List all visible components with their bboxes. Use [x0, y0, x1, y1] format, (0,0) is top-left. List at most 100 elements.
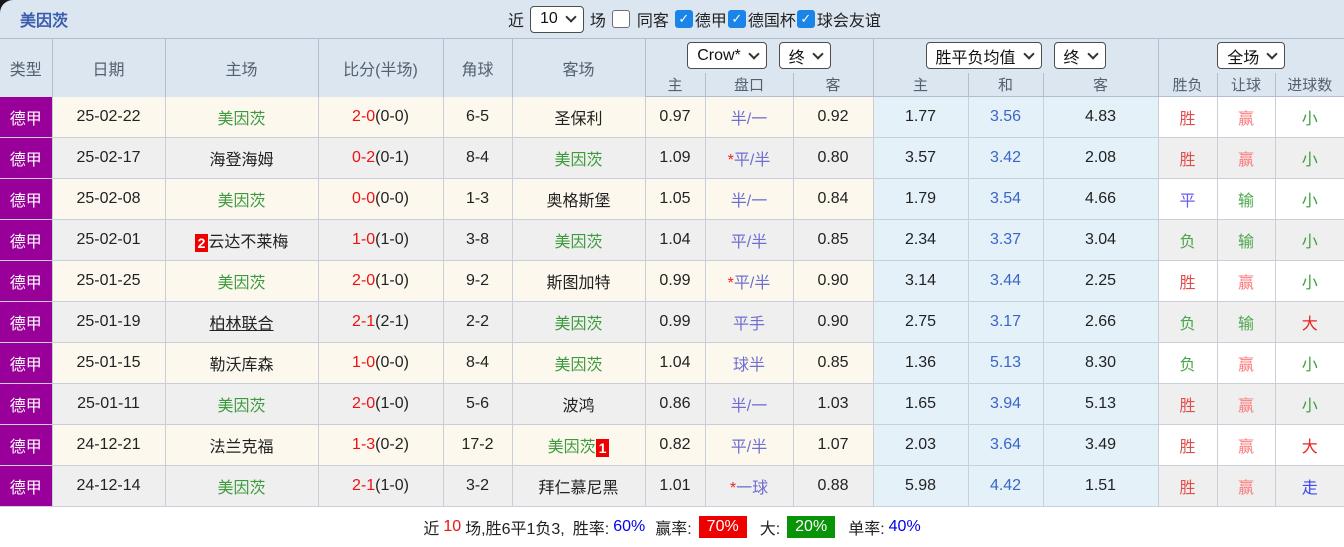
halftime-score: (0-2) [375, 436, 409, 453]
date-cell: 25-01-11 [52, 383, 166, 425]
avg-home-odds: 1.77 [873, 96, 969, 138]
team-name: 美因茨 [217, 110, 266, 128]
summary-big-label: 大: [759, 521, 781, 538]
avg-draw-odds: 4.42 [968, 465, 1044, 507]
team-name: 奥格斯堡 [546, 193, 611, 210]
goals-result-cell: 大 [1275, 301, 1344, 343]
crow-handicap-cell: 半/一 [705, 96, 794, 138]
avg-home-odds: 2.03 [873, 424, 969, 466]
avg-home-odds: 3.14 [873, 260, 969, 302]
bookmaker-select[interactable]: Crow* [687, 42, 767, 70]
crow-away-odds: 0.85 [793, 219, 874, 261]
period-select-value: 全场 [1227, 49, 1260, 67]
team-name: 勒沃库森 [209, 357, 274, 374]
corner-cell: 1-3 [443, 178, 513, 220]
result-cell: 平 [1158, 178, 1218, 220]
home-team-cell: 2 云达不莱梅 [165, 219, 319, 261]
avg-odds-state-select[interactable]: 终 [1053, 42, 1106, 70]
avg-home-odds: 1.79 [873, 178, 969, 220]
league-checkbox-0[interactable]: ✓ [674, 10, 693, 28]
avg-draw-odds: 3.64 [968, 424, 1044, 466]
home-team-cell: 美因茨 [165, 465, 319, 507]
rank-badge: 2 [194, 233, 209, 252]
halftime-score: (1-0) [375, 395, 409, 412]
crow-handicap-cell: 半/一 [705, 383, 794, 425]
summary-single-rate: 40% [888, 518, 921, 535]
near-label: 近 [508, 13, 525, 30]
match-row: 德甲 25-01-11 美因茨 2-0(1-0) 5-6 波鸿 0.86 半/一 1.03 1.6… [0, 383, 1344, 425]
same-away-checkbox[interactable] [611, 10, 630, 28]
recent-count-select[interactable]: 10 [530, 5, 584, 33]
avg-home-odds: 2.34 [873, 219, 969, 261]
fulltime-score: 2-0 [352, 395, 376, 412]
goals-result-cell: 小 [1275, 260, 1344, 302]
result-cell: 负 [1158, 219, 1218, 261]
fulltime-group-header: 全场 [1158, 38, 1344, 73]
avg-odds-state-value: 终 [1063, 49, 1080, 67]
avg-draw-odds: 3.42 [968, 137, 1044, 179]
date-cell: 25-02-01 [52, 219, 166, 261]
halftime-score: (1-0) [375, 231, 409, 248]
crow-home-odds: 1.04 [645, 342, 706, 384]
crow-away-odds: 0.88 [793, 465, 874, 507]
summary-handicap-rate-badge: 70% [698, 516, 747, 538]
result-cell: 胜 [1158, 260, 1218, 302]
league-filter: ✓ 德甲 [674, 7, 727, 31]
crow-home-odds: 0.99 [645, 260, 706, 302]
crow-home-odds: 1.09 [645, 137, 706, 179]
fulltime-score: 2-0 [352, 272, 376, 289]
goals-result-cell: 小 [1275, 178, 1344, 220]
match-row: 德甲 25-02-22 美因茨 2-0(0-0) 6-5 圣保利 0.97 半/一 0.92 1.… [0, 96, 1344, 138]
league-checkbox-2[interactable]: ✓ [796, 10, 815, 28]
avg-away-odds: 1.51 [1043, 465, 1159, 507]
halftime-score: (0-0) [375, 354, 409, 371]
league-cell: 德甲 [0, 260, 53, 302]
handicap-result-cell: 输 [1217, 219, 1276, 261]
summary-win-rate-label: 胜率: [572, 521, 610, 538]
date-cell: 25-01-15 [52, 342, 166, 384]
team-name: 美因茨 [547, 439, 596, 456]
home-team-cell: 美因茨 [165, 178, 319, 220]
team-name: 美因茨 [217, 193, 266, 210]
home-team-cell[interactable]: 柏林联合 [165, 301, 319, 343]
period-select[interactable]: 全场 [1217, 42, 1286, 70]
avg-odds-select[interactable]: 胜平负均值 [925, 42, 1042, 70]
crow-away-odds: 0.85 [793, 342, 874, 384]
halftime-score: (2-1) [375, 313, 409, 330]
handicap-result-cell: 赢 [1217, 137, 1276, 179]
team-name: 波鸿 [562, 398, 595, 415]
crow-group-header: Crow* 终 [645, 38, 874, 73]
team-name[interactable]: 柏林联合 [209, 316, 274, 333]
crow-odds-state-select[interactable]: 终 [778, 42, 831, 70]
league-cell: 德甲 [0, 96, 53, 138]
changed-odds-star-icon: * [729, 480, 737, 497]
sub-header-crow-handicap: 盘口 [705, 72, 794, 97]
avg-away-odds: 3.49 [1043, 424, 1159, 466]
avg-group-header: 胜平负均值 终 [873, 38, 1159, 73]
corner-cell: 9-2 [443, 260, 513, 302]
away-team-cell: 拜仁慕尼黑 [512, 465, 646, 507]
league-cell: 德甲 [0, 219, 53, 261]
bookmaker-select-value: Crow* [697, 46, 741, 64]
goals-result-cell: 小 [1275, 383, 1344, 425]
goals-result-cell: 小 [1275, 137, 1344, 179]
summary-record: 场,胜6平1负3, [465, 521, 565, 538]
score-cell: 1-0(1-0) [318, 219, 444, 261]
date-cell: 25-01-25 [52, 260, 166, 302]
match-row: 德甲 24-12-21 法兰克福 1-3(0-2) 17-2 美因茨 1 0.82 平/半 1.0… [0, 424, 1344, 466]
goals-result-cell: 走 [1275, 465, 1344, 507]
crow-handicap-cell: *平/半 [705, 260, 794, 302]
home-team-cell: 海登海姆 [165, 137, 319, 179]
crow-odds-state-value: 终 [788, 49, 805, 67]
score-cell: 2-0(1-0) [318, 383, 444, 425]
summary-single-rate-label: 单率: [848, 521, 885, 538]
crow-home-odds: 1.01 [645, 465, 706, 507]
corner-cell: 3-2 [443, 465, 513, 507]
away-team-cell: 斯图加特 [512, 260, 646, 302]
window-corner [0, 0, 16, 14]
team-name: 美因茨 [217, 398, 266, 415]
league-checkbox-1[interactable]: ✓ [727, 10, 746, 28]
sub-header-avg-draw: 和 [968, 72, 1044, 97]
team-name: 斯图加特 [546, 275, 611, 292]
corner-cell: 8-4 [443, 342, 513, 384]
